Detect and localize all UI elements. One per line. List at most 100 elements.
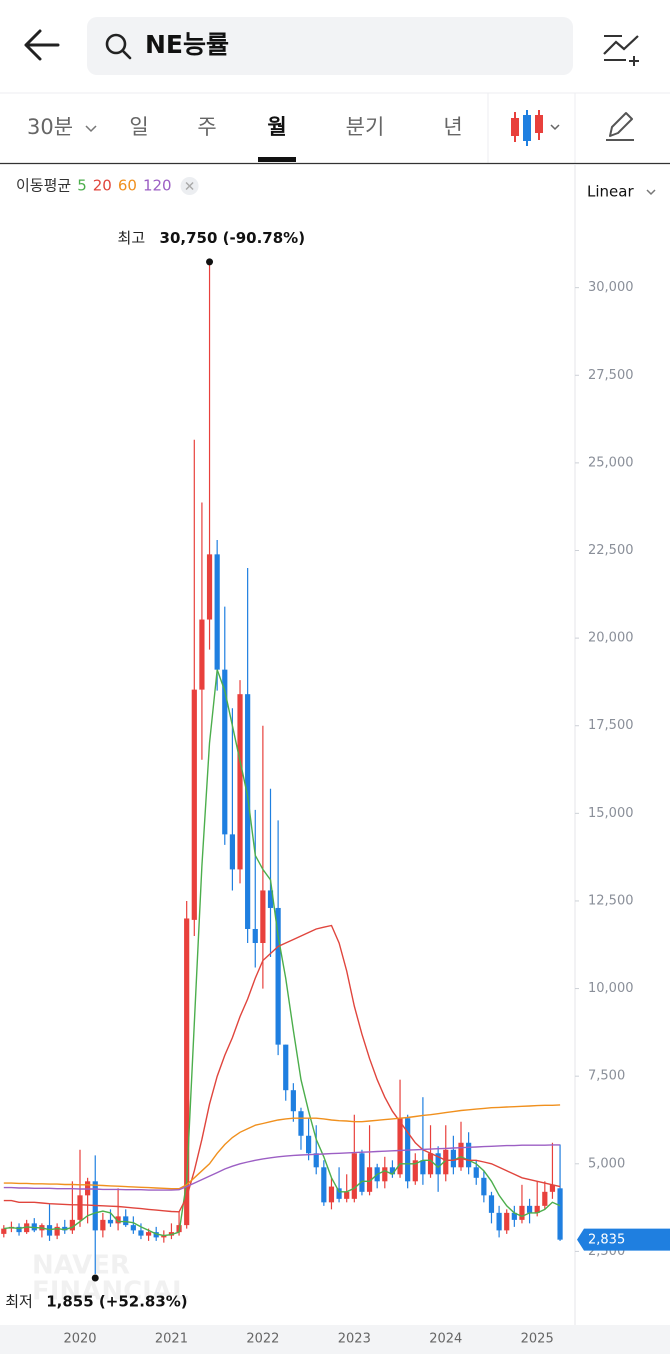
chart-type-button[interactable] (511, 110, 560, 146)
y-tick-label: 22,500 (588, 543, 634, 558)
min-label-text: 1,855 (+52.83%) (46, 1293, 187, 1311)
candle-body (214, 554, 220, 670)
candle-body (191, 689, 197, 920)
y-tick-label: 5,000 (588, 1156, 625, 1171)
compare-icon (603, 35, 639, 55)
back-arrow (24, 29, 60, 61)
candle-body (321, 1167, 327, 1203)
candle-body (130, 1225, 136, 1231)
candle-body (359, 1153, 365, 1192)
candle-body (344, 1191, 350, 1199)
y-tick-label: 12,500 (588, 893, 634, 908)
candle-body (1, 1228, 7, 1234)
chevron (85, 125, 97, 133)
legend-entry: 120 (143, 177, 172, 195)
candle-body (229, 834, 235, 870)
candle-body (450, 1149, 456, 1168)
candle-body (153, 1232, 159, 1238)
back-button[interactable] (24, 29, 60, 61)
watermark-text: FINANCIAL (32, 1277, 189, 1307)
candle-body (267, 890, 274, 908)
candle-body (252, 928, 258, 944)
candle-body (31, 1223, 37, 1231)
tab[interactable]: 월 (267, 115, 286, 139)
candle-body (69, 1219, 75, 1231)
pencil-icon (609, 112, 633, 137)
x-tick-label: 2020 (63, 1332, 96, 1347)
icon (511, 118, 519, 136)
min-marker (91, 1274, 99, 1282)
candle-body (458, 1142, 464, 1168)
moving-average-line (3, 1144, 561, 1191)
candle-body (511, 1212, 517, 1220)
tab[interactable]: 일 (129, 115, 148, 139)
x-tick-label: 2024 (429, 1332, 462, 1347)
x-tick-label: 2025 (521, 1332, 554, 1347)
x-axis-band (0, 1325, 670, 1354)
legend-entry: 5 (77, 177, 87, 195)
tab-bar: 30분 일 주 월 분기 년 (27, 115, 463, 162)
candle-body (397, 1118, 403, 1175)
x-tick-label: 2021 (155, 1332, 188, 1347)
candle-body (336, 1188, 342, 1199)
candle-body (427, 1153, 434, 1175)
candle-body (549, 1184, 556, 1192)
tab[interactable]: 년 (443, 115, 462, 139)
candle-body (534, 1205, 540, 1213)
candle-body (412, 1160, 418, 1182)
tab[interactable]: 30분 (27, 115, 73, 139)
candle-body (519, 1205, 525, 1220)
candle-body (16, 1226, 22, 1233)
icon (535, 115, 543, 133)
tab[interactable]: 주 (197, 115, 216, 139)
last-price-tag (577, 1228, 670, 1251)
candle-body (138, 1230, 144, 1236)
candle-body (328, 1186, 335, 1203)
draw-button[interactable] (606, 112, 634, 141)
candle-body (123, 1216, 129, 1226)
legend: 이동평균 5 20 60 120 (16, 177, 199, 195)
candle-body (473, 1167, 479, 1178)
moving-average-line (3, 924, 561, 1213)
legend-entry: 20 (93, 177, 112, 195)
candle-body (62, 1226, 68, 1231)
y-tick-label: 30,000 (588, 280, 634, 295)
candle-body (481, 1177, 487, 1196)
candle-body (161, 1235, 167, 1238)
last-price-label: 2,835 (588, 1233, 625, 1248)
candle-body (107, 1219, 114, 1224)
candle-body (435, 1153, 441, 1175)
candle-body (351, 1153, 357, 1199)
y-tick-label: 17,500 (588, 718, 634, 733)
watermark-text: NAVER (32, 1251, 130, 1281)
candle-body (283, 1044, 289, 1091)
tab[interactable]: 분기 (346, 115, 385, 139)
max-label-title: 최고 (118, 229, 146, 247)
candle-body (100, 1219, 106, 1231)
candle-body (496, 1212, 502, 1231)
max-marker (206, 258, 214, 266)
candle-body (184, 918, 190, 1226)
candle-body (199, 619, 205, 690)
candle-body (382, 1167, 388, 1182)
candle-body (77, 1195, 83, 1220)
x-tick-label: 2022 (246, 1332, 279, 1347)
plot (1, 258, 579, 1282)
candle-body (542, 1191, 548, 1206)
compare-button[interactable] (603, 35, 639, 66)
tab-underline (258, 157, 296, 162)
y-tick-label: 27,500 (588, 368, 634, 383)
candle-body (443, 1149, 449, 1175)
scale-mode[interactable]: Linear (587, 183, 634, 201)
max-label-text: 30,750 (-90.78%) (160, 229, 306, 247)
search-box[interactable] (87, 17, 573, 75)
candle-body (260, 890, 266, 944)
candle-body (557, 1188, 563, 1240)
y-tick-label: 20,000 (588, 631, 634, 646)
candle-body (245, 694, 251, 929)
candle-body (290, 1090, 296, 1112)
legend-close-icon (185, 181, 194, 191)
search-icon (105, 33, 127, 55)
